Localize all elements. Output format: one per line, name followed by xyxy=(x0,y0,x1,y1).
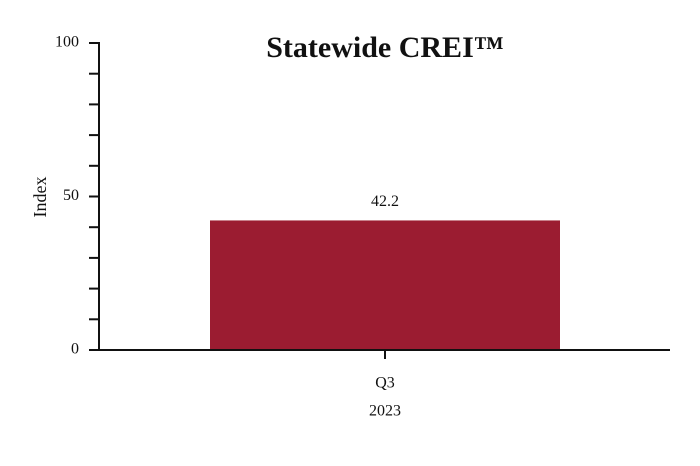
y-tick-label: 50 xyxy=(63,187,79,204)
y-tick-label: 0 xyxy=(71,341,79,358)
x-group-label: 2023 xyxy=(369,403,401,420)
bar xyxy=(210,220,560,350)
y-axis-label: Index xyxy=(30,177,50,218)
chart-title: Statewide CREI™ xyxy=(266,31,504,64)
y-tick-label: 100 xyxy=(55,34,79,51)
x-tick-label: Q3 xyxy=(375,375,395,392)
value-label: 42.2 xyxy=(371,193,399,210)
